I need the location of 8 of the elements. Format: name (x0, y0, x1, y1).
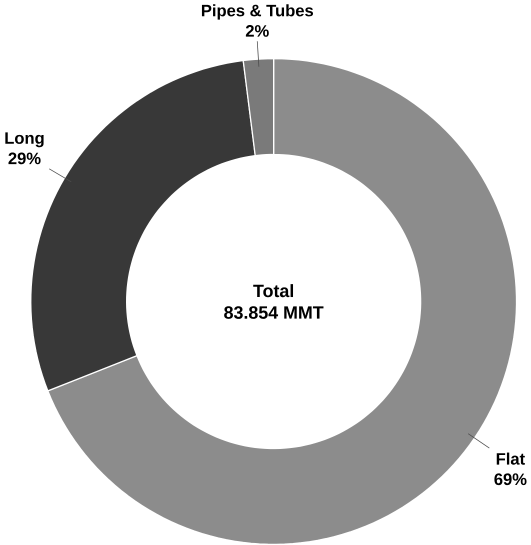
text: Total (253, 284, 293, 298)
text: 83.854 MMT (224, 306, 324, 319)
data-label: 69% (494, 473, 526, 486)
data-label: 29% (8, 152, 40, 164)
slice-label: Pipes & Tubes (202, 4, 313, 20)
slice-label: Flat (496, 452, 525, 465)
slice-label: Long (5, 132, 44, 148)
data-label: 2% (246, 25, 269, 37)
